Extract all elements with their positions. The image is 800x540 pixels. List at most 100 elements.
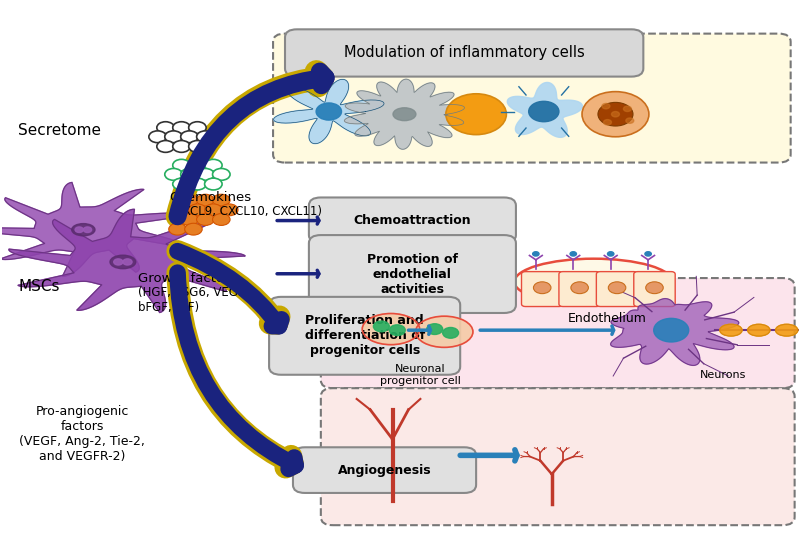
Circle shape <box>626 118 634 123</box>
Circle shape <box>149 131 166 143</box>
Ellipse shape <box>72 224 95 236</box>
FancyBboxPatch shape <box>285 29 643 77</box>
Circle shape <box>446 94 506 134</box>
Ellipse shape <box>393 108 416 120</box>
Circle shape <box>205 204 222 216</box>
Circle shape <box>582 92 649 137</box>
Text: Neuronal
progenitor cell: Neuronal progenitor cell <box>380 364 461 386</box>
Circle shape <box>390 325 406 335</box>
Circle shape <box>173 159 190 171</box>
Circle shape <box>611 112 619 117</box>
Circle shape <box>189 159 206 171</box>
FancyBboxPatch shape <box>634 272 675 307</box>
Circle shape <box>623 106 631 112</box>
Circle shape <box>197 131 214 143</box>
FancyBboxPatch shape <box>293 447 476 493</box>
Text: MSCs: MSCs <box>18 279 60 294</box>
Circle shape <box>607 252 614 256</box>
Circle shape <box>173 140 190 152</box>
Circle shape <box>189 178 206 190</box>
Ellipse shape <box>720 324 742 336</box>
Circle shape <box>602 104 610 109</box>
Circle shape <box>181 214 198 225</box>
Circle shape <box>165 131 182 143</box>
Ellipse shape <box>415 316 473 347</box>
FancyBboxPatch shape <box>559 272 600 307</box>
Circle shape <box>213 168 230 180</box>
Ellipse shape <box>110 255 136 269</box>
Ellipse shape <box>646 282 663 294</box>
Circle shape <box>197 194 214 206</box>
Circle shape <box>213 214 230 225</box>
Text: Promotion of
endothelial
activities: Promotion of endothelial activities <box>367 253 458 295</box>
Circle shape <box>173 122 190 133</box>
Circle shape <box>598 103 633 126</box>
Polygon shape <box>610 299 739 366</box>
Circle shape <box>205 178 222 190</box>
Circle shape <box>83 227 92 233</box>
Circle shape <box>165 168 182 180</box>
Ellipse shape <box>748 324 770 336</box>
Text: (HGF, TSG6, VEGF,
bFGF, IGF): (HGF, TSG6, VEGF, bFGF, IGF) <box>138 286 248 314</box>
Polygon shape <box>9 210 245 313</box>
Circle shape <box>181 168 198 180</box>
FancyBboxPatch shape <box>269 297 460 375</box>
Circle shape <box>533 252 539 256</box>
Text: Pro-angiogenic
factors
(VEGF, Ang-2, Tie-2,
and VEGFR-2): Pro-angiogenic factors (VEGF, Ang-2, Tie… <box>19 405 145 463</box>
Circle shape <box>181 131 198 143</box>
Circle shape <box>189 122 206 133</box>
FancyBboxPatch shape <box>321 278 794 388</box>
Circle shape <box>654 319 689 342</box>
Circle shape <box>197 214 214 225</box>
Ellipse shape <box>362 314 419 345</box>
Polygon shape <box>274 79 384 144</box>
Text: Chemoattraction: Chemoattraction <box>354 214 471 227</box>
Polygon shape <box>345 79 465 149</box>
Text: Modulation of inflammatory cells: Modulation of inflammatory cells <box>344 45 585 60</box>
Circle shape <box>645 252 651 256</box>
Text: (CXCL9, CXCL10, CXCL11): (CXCL9, CXCL10, CXCL11) <box>170 206 322 219</box>
FancyBboxPatch shape <box>596 272 638 307</box>
Circle shape <box>374 321 390 332</box>
Text: Neurons: Neurons <box>700 370 746 380</box>
Circle shape <box>189 140 206 152</box>
Circle shape <box>442 327 458 338</box>
Text: Endothelium: Endothelium <box>568 312 647 325</box>
Text: Chemokines: Chemokines <box>170 191 252 204</box>
Circle shape <box>426 323 442 334</box>
Circle shape <box>213 194 230 206</box>
Polygon shape <box>507 83 582 137</box>
Circle shape <box>173 178 190 190</box>
Circle shape <box>157 140 174 152</box>
Text: Proliferation and
differentiation of
progenitor cells: Proliferation and differentiation of pro… <box>305 314 425 357</box>
Ellipse shape <box>514 259 673 305</box>
Circle shape <box>123 259 132 265</box>
FancyBboxPatch shape <box>309 235 516 313</box>
Circle shape <box>114 259 123 265</box>
Circle shape <box>205 159 222 171</box>
FancyBboxPatch shape <box>522 272 563 307</box>
Circle shape <box>189 204 206 216</box>
Circle shape <box>157 122 174 133</box>
Circle shape <box>197 168 214 180</box>
Ellipse shape <box>775 324 798 336</box>
Circle shape <box>570 252 577 256</box>
Circle shape <box>181 194 198 206</box>
Polygon shape <box>0 183 190 276</box>
Text: Angiogenesis: Angiogenesis <box>338 464 431 477</box>
FancyBboxPatch shape <box>321 388 794 525</box>
FancyBboxPatch shape <box>309 198 516 243</box>
Circle shape <box>221 204 238 216</box>
Circle shape <box>529 102 559 122</box>
Circle shape <box>169 223 186 235</box>
Ellipse shape <box>608 282 626 294</box>
Circle shape <box>173 204 190 216</box>
Circle shape <box>185 223 202 235</box>
Ellipse shape <box>534 282 551 294</box>
Text: Secretome: Secretome <box>18 123 102 138</box>
FancyBboxPatch shape <box>273 33 790 163</box>
Circle shape <box>316 103 342 120</box>
Text: Growth factors: Growth factors <box>138 272 236 285</box>
Ellipse shape <box>571 282 588 294</box>
Circle shape <box>603 119 611 125</box>
